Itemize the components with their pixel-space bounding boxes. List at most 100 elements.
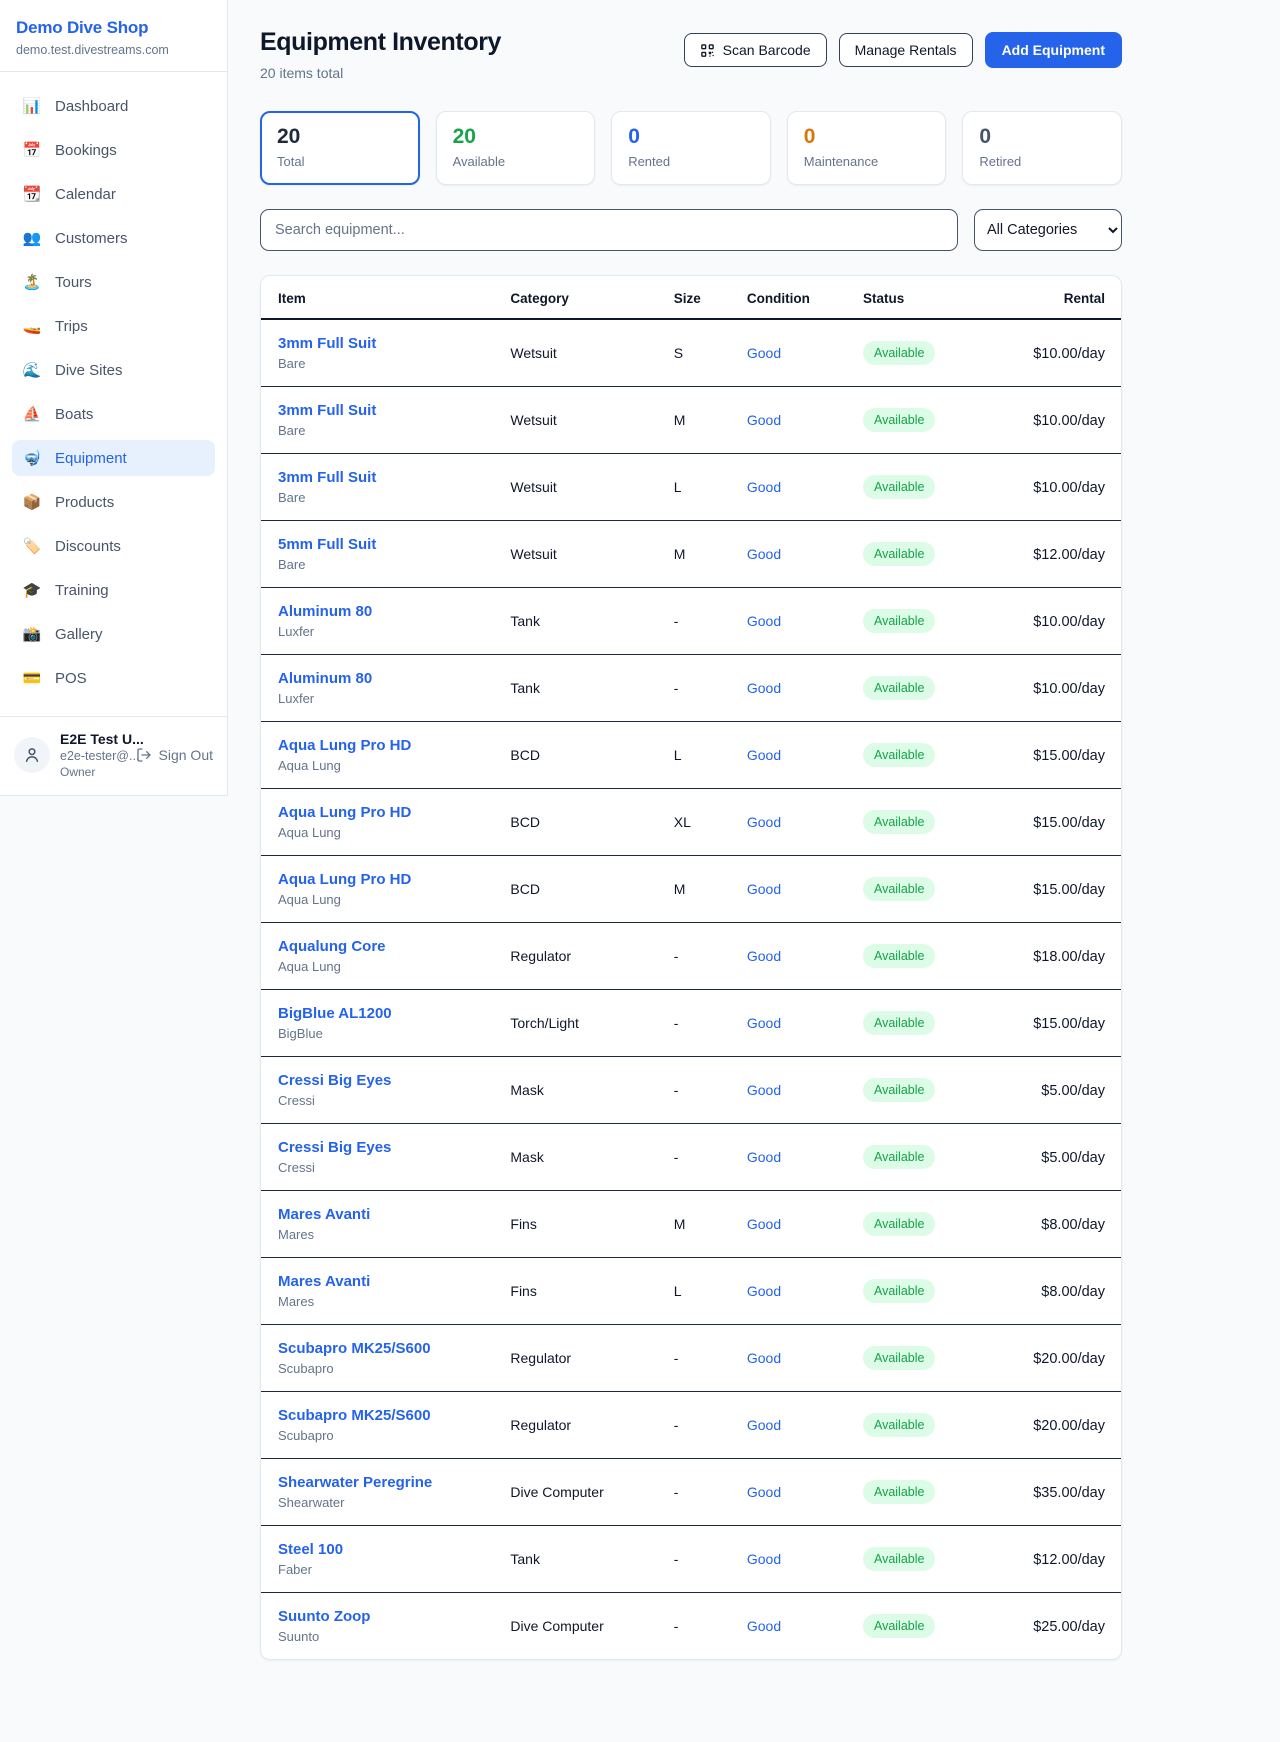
item-name-link[interactable]: Aluminum 80: [278, 603, 373, 621]
add-equipment-label: Add Equipment: [1001, 42, 1105, 58]
condition-link[interactable]: Good: [746, 1551, 782, 1568]
stat-card-available[interactable]: 20 Available: [435, 111, 596, 186]
sidebar-item-bookings[interactable]: 📅 Bookings: [12, 132, 215, 168]
item-name-link[interactable]: 3mm Full Suit: [278, 402, 377, 420]
stat-card-total[interactable]: 20 Total: [260, 111, 420, 186]
sidebar-item-products[interactable]: 📦 Products: [12, 484, 215, 520]
sign-out-button[interactable]: Sign Out: [136, 747, 213, 763]
item-name-link[interactable]: Aluminum 80: [278, 670, 373, 688]
sidebar-item-dive-sites[interactable]: 🌊 Dive Sites: [12, 352, 215, 388]
sidebar-item-boats[interactable]: ⛵ Boats: [12, 396, 215, 432]
rental-price: $15.00/day: [1033, 881, 1105, 898]
condition-link[interactable]: Good: [746, 814, 782, 831]
item-category: Fins: [510, 1190, 674, 1258]
scan-barcode-button[interactable]: Scan Barcode: [683, 33, 827, 67]
stat-card-rented[interactable]: 0 Rented: [611, 111, 771, 186]
sidebar-item-pos[interactable]: 💳 POS: [12, 660, 215, 696]
item-name-link[interactable]: Scubapro MK25/S600: [278, 1407, 431, 1425]
stat-card-maintenance[interactable]: 0 Maintenance: [786, 111, 947, 186]
condition-link[interactable]: Good: [746, 1417, 782, 1434]
barcode-icon: [700, 43, 714, 57]
status-badge: Available: [862, 1413, 936, 1438]
item-size: M: [673, 1190, 747, 1258]
item-category: Wetsuit: [510, 453, 674, 521]
item-brand: Shearwater: [278, 1495, 345, 1511]
sidebar-item-customers[interactable]: 👥 Customers: [12, 220, 215, 256]
status-badge: Available: [862, 1614, 936, 1639]
stat-card-retired[interactable]: 0 Retired: [962, 111, 1122, 186]
item-brand: Luxfer: [278, 624, 315, 640]
item-name-link[interactable]: Scubapro MK25/S600: [278, 1340, 431, 1358]
stat-value: 20: [277, 125, 301, 148]
condition-link[interactable]: Good: [746, 680, 782, 697]
sidebar-item-trips[interactable]: 🚤 Trips: [12, 308, 215, 344]
item-name-link[interactable]: Cressi Big Eyes: [278, 1139, 392, 1157]
stat-label: Retired: [979, 154, 1022, 170]
sidebar-item-dashboard[interactable]: 📊 Dashboard: [12, 88, 215, 124]
sidebar-item-discounts[interactable]: 🏷️ Discounts: [12, 528, 215, 564]
item-size: -: [673, 587, 747, 655]
sidebar-item-tours[interactable]: 🏝️ Tours: [12, 264, 215, 300]
item-category: Fins: [510, 1257, 674, 1325]
equipment-mask-icon: 🤿: [22, 450, 42, 467]
condition-link[interactable]: Good: [746, 1216, 782, 1233]
condition-link[interactable]: Good: [746, 948, 782, 965]
condition-link[interactable]: Good: [746, 1082, 782, 1099]
table-row: Shearwater Peregrine Shearwater Dive Com…: [261, 1458, 1121, 1526]
condition-link[interactable]: Good: [746, 1283, 782, 1300]
item-name-link[interactable]: Aqua Lung Pro HD: [278, 804, 412, 822]
item-name-link[interactable]: Mares Avanti: [278, 1206, 371, 1224]
item-name-link[interactable]: Aqua Lung Pro HD: [278, 737, 412, 755]
condition-link[interactable]: Good: [746, 345, 782, 362]
status-badge: Available: [862, 475, 936, 500]
condition-link[interactable]: Good: [746, 412, 782, 429]
page-title: Equipment Inventory: [260, 28, 502, 56]
rental-price: $8.00/day: [1041, 1216, 1105, 1233]
condition-link[interactable]: Good: [746, 1350, 782, 1367]
brand-domain: demo.test.divestreams.com: [16, 43, 169, 57]
item-name-link[interactable]: 5mm Full Suit: [278, 536, 377, 554]
item-name-link[interactable]: Aqua Lung Pro HD: [278, 871, 412, 889]
item-name-link[interactable]: Cressi Big Eyes: [278, 1072, 392, 1090]
sidebar-item-training[interactable]: 🎓 Training: [12, 572, 215, 608]
condition-link[interactable]: Good: [746, 881, 782, 898]
condition-link[interactable]: Good: [746, 546, 782, 563]
condition-link[interactable]: Good: [746, 1149, 782, 1166]
sidebar-item-calendar[interactable]: 📆 Calendar: [12, 176, 215, 212]
rental-price: $10.00/day: [1033, 680, 1105, 697]
item-brand: Bare: [278, 557, 306, 573]
item-name-link[interactable]: 3mm Full Suit: [278, 469, 377, 487]
item-name-link[interactable]: Shearwater Peregrine: [278, 1474, 433, 1492]
condition-link[interactable]: Good: [746, 747, 782, 764]
brand-title: Demo Dive Shop: [16, 18, 149, 37]
condition-link[interactable]: Good: [746, 1015, 782, 1032]
sidebar-item-gallery[interactable]: 📸 Gallery: [12, 616, 215, 652]
sidebar-item-label: Boats: [55, 405, 94, 423]
stat-value: 0: [803, 125, 816, 148]
add-equipment-button[interactable]: Add Equipment: [984, 32, 1122, 68]
category-select[interactable]: All Categories: [974, 209, 1122, 252]
condition-link[interactable]: Good: [746, 613, 782, 630]
item-name-link[interactable]: Aqualung Core: [278, 938, 386, 956]
item-category: Torch/Light: [510, 989, 674, 1057]
condition-link[interactable]: Good: [746, 1618, 782, 1635]
sidebar-item-equipment[interactable]: 🤿 Equipment: [12, 440, 215, 476]
item-name-link[interactable]: Suunto Zoop: [278, 1608, 371, 1626]
item-category: Regulator: [510, 1391, 674, 1459]
item-name-link[interactable]: Steel 100: [278, 1541, 344, 1559]
sidebar-divider: [0, 71, 227, 72]
search-input[interactable]: [260, 209, 958, 252]
stat-value: 0: [979, 125, 992, 148]
user-name: E2E Test U...: [60, 731, 144, 747]
condition-link[interactable]: Good: [746, 479, 782, 496]
sidebar-item-label: Discounts: [55, 537, 121, 555]
item-name-link[interactable]: 3mm Full Suit: [278, 335, 377, 353]
training-cap-icon: 🎓: [22, 582, 42, 599]
table-row: 5mm Full Suit Bare Wetsuit M Good Availa…: [261, 520, 1121, 588]
status-badge: Available: [862, 810, 936, 835]
table-row: Suunto Zoop Suunto Dive Computer - Good …: [261, 1592, 1121, 1660]
condition-link[interactable]: Good: [746, 1484, 782, 1501]
item-name-link[interactable]: Mares Avanti: [278, 1273, 371, 1291]
manage-rentals-button[interactable]: Manage Rentals: [838, 33, 973, 67]
item-name-link[interactable]: BigBlue AL1200: [278, 1005, 392, 1023]
